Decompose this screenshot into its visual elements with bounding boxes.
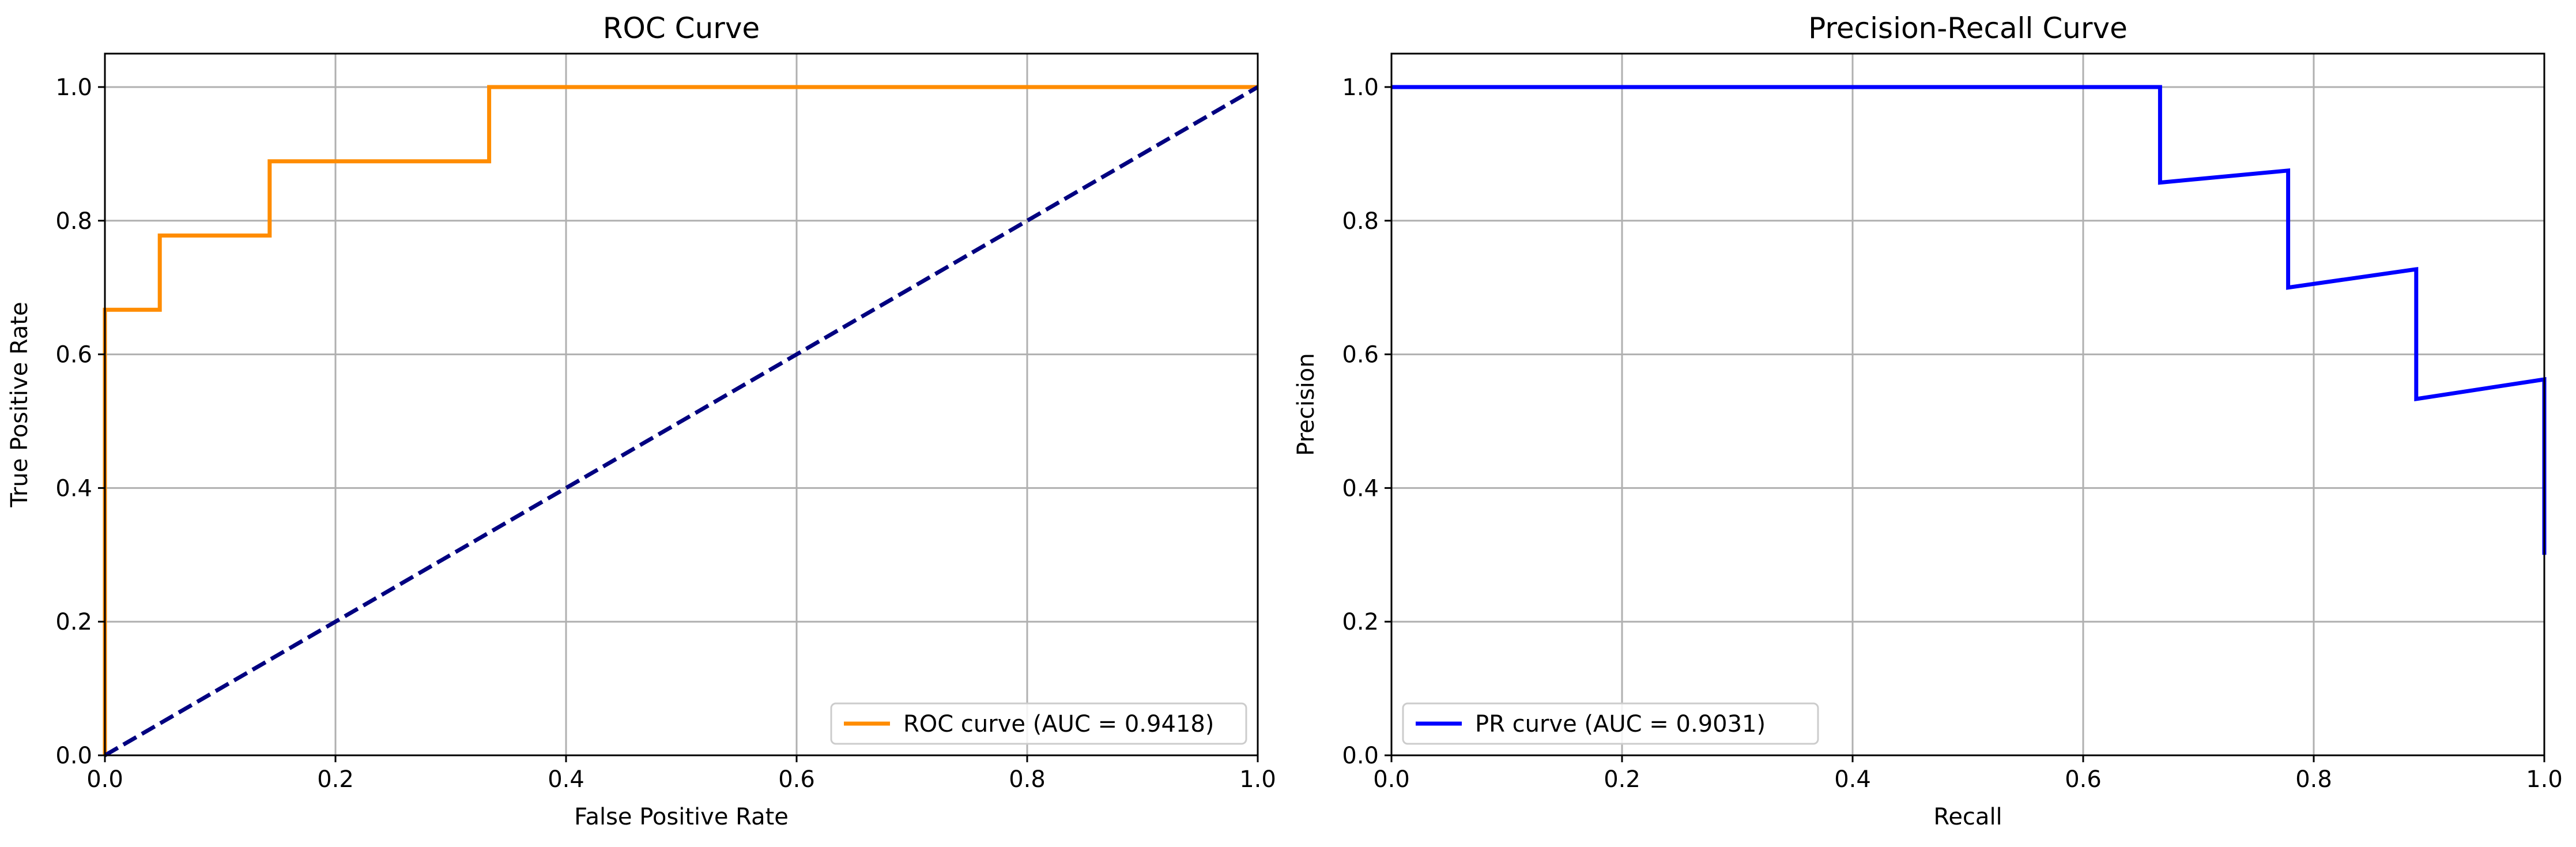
- pr-legend-box: [1402, 702, 1819, 745]
- pr-chart: 0.0 0.2 0.4 0.6 0.8 1.0 0.0 0.2 0.4 0.6 0.8 1.0 Pre…: [1293, 12, 2563, 830]
- roc-y-tick-label-2: 0.4: [55, 475, 92, 502]
- pr-x-tick-label-0: 0.0: [1373, 766, 1410, 793]
- roc-x-tick-label-3: 0.6: [778, 766, 815, 793]
- pr-y-axis-label: Precision: [1293, 353, 1319, 456]
- pr-legend-label-0: PR curve (AUC = 0.9031): [1475, 711, 1766, 737]
- roc-grid: [104, 54, 1259, 756]
- roc-chart: 0.0 0.2 0.4 0.6 0.8 1.0 0.0 0.2 0.4 0.6 0.8 1.0 ROC…: [6, 12, 1276, 830]
- roc-x-tick-label-4: 0.8: [1009, 766, 1046, 793]
- roc-y-tick-label-1: 0.2: [55, 609, 92, 635]
- pr-plot-frame: [1390, 52, 2545, 756]
- roc-title: ROC Curve: [603, 12, 760, 45]
- pr-legend: PR curve (AUC = 0.9031): [1402, 702, 1819, 745]
- roc-x-tick-label-2: 0.4: [548, 766, 584, 793]
- roc-x-tick-label-0: 0.0: [86, 766, 123, 793]
- pr-y-tick-label-5: 1.0: [1342, 74, 1379, 101]
- roc-series-line-1: [104, 85, 1259, 758]
- pr-series: [1391, 85, 2547, 555]
- roc-series-line-0: [103, 85, 1258, 755]
- pr-y-tick-label-0: 0.0: [1342, 743, 1379, 769]
- roc-legend: ROC curve (AUC = 0.9418): [830, 702, 1247, 745]
- roc-legend-label-0: ROC curve (AUC = 0.9418): [903, 711, 1214, 737]
- roc-plot-frame: [104, 52, 1259, 756]
- roc-x-axis-label: False Positive Rate: [574, 804, 789, 830]
- pr-y-tick-label-4: 0.8: [1342, 208, 1379, 235]
- roc-y-tick-label-5: 1.0: [55, 74, 92, 101]
- roc-x-tick-label-5: 1.0: [1239, 766, 1276, 793]
- pr-title: Precision-Recall Curve: [1808, 12, 2128, 45]
- roc-legend-box: [830, 702, 1247, 745]
- pr-grid: [1390, 54, 2545, 756]
- roc-y-tick-label-3: 0.6: [55, 342, 92, 368]
- pr-y-tick-label-3: 0.6: [1342, 342, 1379, 368]
- pr-x-tick-label-1: 0.2: [1604, 766, 1640, 793]
- pr-y-tick-label-1: 0.2: [1342, 609, 1379, 635]
- roc-y-tick-label-0: 0.0: [55, 743, 92, 769]
- roc-ticks: 0.0 0.2 0.4 0.6 0.8 1.0 0.0 0.2 0.4 0.6 0.8 1.0: [55, 74, 1276, 793]
- pr-y-tick-label-2: 0.4: [1342, 475, 1379, 502]
- pr-x-tick-label-5: 1.0: [2526, 766, 2563, 793]
- roc-y-tick-label-4: 0.8: [55, 208, 92, 235]
- pr-x-tick-label-4: 0.8: [2295, 766, 2332, 793]
- roc-x-tick-label-1: 0.2: [317, 766, 354, 793]
- pr-x-axis-label: Recall: [1933, 804, 2002, 830]
- pr-x-tick-label-2: 0.4: [1834, 766, 1871, 793]
- roc-y-axis-label: True Positive Rate: [6, 302, 33, 507]
- roc-series: [103, 85, 1259, 758]
- pr-series-line-0: [1391, 85, 2547, 555]
- pr-x-tick-label-3: 0.6: [2065, 766, 2102, 793]
- pr-ticks: 0.0 0.2 0.4 0.6 0.8 1.0 0.0 0.2 0.4 0.6 0.8 1.0: [1342, 74, 2562, 793]
